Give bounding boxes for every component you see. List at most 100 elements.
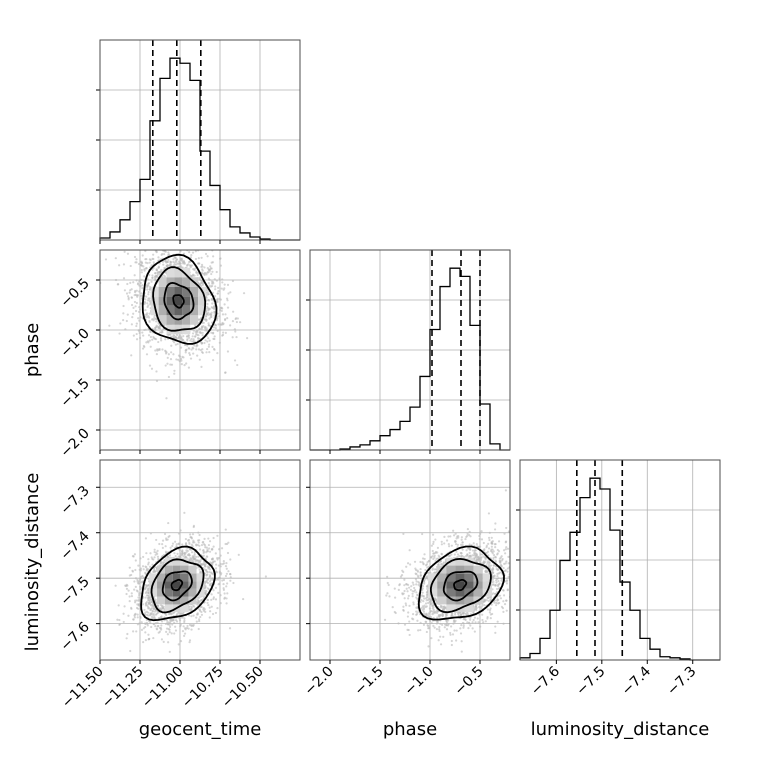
density-cell [174, 267, 183, 278]
sample-point [169, 244, 171, 246]
density-cell [157, 573, 165, 582]
sample-point [180, 359, 183, 362]
tick-label-phase: −2.0 [57, 426, 92, 461]
sample-point [141, 254, 144, 257]
sample-point [167, 535, 170, 539]
sample-point [135, 279, 138, 282]
axes-joint-geocent_time-luminosity_distance [99, 459, 301, 661]
sample-point [461, 548, 464, 551]
sample-point [208, 547, 211, 550]
sample-point [408, 620, 411, 623]
sample-point [184, 537, 188, 541]
density-cell [164, 573, 173, 582]
sample-point [138, 280, 141, 283]
sample-point [139, 578, 142, 581]
density-cell [157, 588, 165, 597]
sample-point [126, 252, 130, 255]
sample-point [499, 597, 503, 600]
sample-point [459, 613, 463, 617]
sample-point [202, 321, 205, 324]
sample-point [183, 553, 186, 557]
sample-point [406, 590, 409, 593]
sample-point [228, 627, 232, 630]
sample-point [134, 577, 138, 580]
sample-point [226, 317, 229, 320]
sample-point [200, 598, 203, 602]
sample-point [130, 354, 133, 357]
density-cell [149, 573, 158, 582]
sample-point [505, 599, 508, 602]
sample-point [430, 544, 433, 547]
sample-point [483, 604, 486, 607]
sample-point [170, 335, 173, 338]
sample-point [196, 262, 200, 265]
sample-point [202, 540, 205, 544]
sample-point [167, 251, 170, 254]
sample-point [442, 605, 445, 609]
sample-point [227, 292, 230, 295]
sample-point [134, 568, 137, 572]
sample-point [485, 544, 488, 547]
sample-point [195, 555, 198, 558]
sample-point [168, 621, 172, 625]
sample-point [500, 577, 503, 580]
sample-point [206, 548, 209, 551]
sample-point [210, 593, 213, 596]
sample-point [437, 639, 440, 642]
sample-point [460, 543, 463, 546]
sample-point [134, 599, 137, 602]
sample-point [140, 294, 143, 297]
sample-point [197, 348, 201, 351]
hist-1d-phase [310, 267, 510, 451]
sample-point [166, 362, 169, 365]
sample-point [502, 566, 505, 570]
sample-point [150, 264, 153, 267]
sample-point [450, 643, 453, 647]
sample-point [173, 621, 176, 624]
sample-point [181, 543, 184, 546]
sample-point [206, 307, 209, 310]
sample-point [118, 618, 121, 622]
sample-point [492, 554, 496, 557]
sample-point [222, 331, 225, 334]
sample-point [127, 589, 130, 592]
sample-point [147, 568, 150, 571]
sample-point [210, 572, 213, 575]
sample-point [135, 599, 139, 602]
sample-point [182, 261, 186, 264]
sample-point [433, 554, 436, 557]
sample-point [144, 631, 147, 634]
density-cell [182, 286, 191, 297]
sample-point [141, 287, 144, 290]
sample-point [498, 601, 501, 604]
sample-point [208, 571, 211, 574]
sample-point [225, 297, 229, 300]
sample-point [187, 263, 190, 266]
sample-point [133, 614, 136, 617]
density-cell [482, 573, 492, 582]
sample-point [412, 583, 415, 586]
sample-point [196, 612, 199, 615]
sample-point [188, 548, 192, 551]
sample-point [178, 355, 182, 358]
sample-point [130, 592, 133, 595]
sample-point [206, 255, 209, 258]
sample-point [154, 622, 157, 625]
sample-point [500, 605, 504, 608]
sample-point [114, 278, 118, 282]
sample-point [510, 568, 512, 570]
sample-point [132, 618, 135, 621]
sample-point [463, 617, 466, 620]
joint-phase-luminosity_distance [383, 489, 512, 653]
density-cell [150, 305, 159, 316]
sample-point [147, 282, 150, 285]
sample-point [117, 604, 120, 607]
sample-point [442, 562, 445, 565]
sample-point [439, 643, 443, 646]
sample-point [202, 543, 206, 546]
sample-point [211, 302, 214, 305]
sample-point [478, 537, 481, 541]
sample-point [229, 576, 232, 579]
sample-point [505, 609, 508, 612]
sample-point [482, 600, 485, 603]
